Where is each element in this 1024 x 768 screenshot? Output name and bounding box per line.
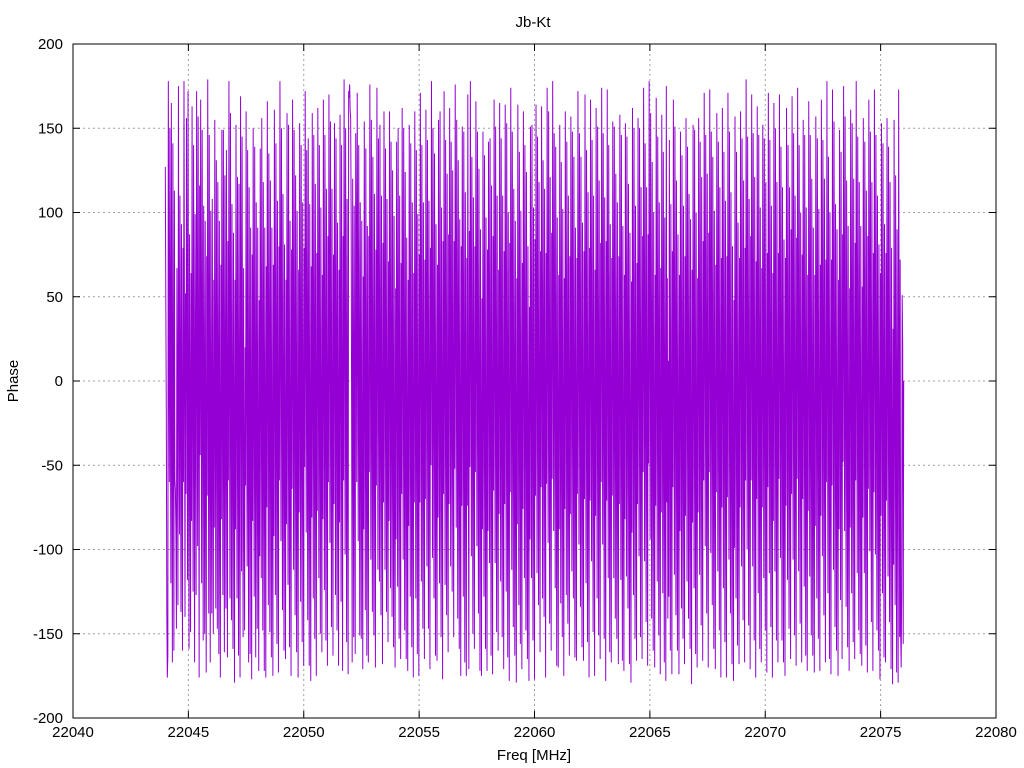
series-layer — [164, 79, 905, 685]
y-tick-label: 50 — [46, 289, 63, 306]
y-tick-label: -100 — [33, 542, 63, 559]
y-tick-label: 200 — [38, 36, 63, 53]
y-tick-labels: -200 -150 -100 -50 0 50 100 150 200 — [33, 36, 63, 727]
y-tick-label: 0 — [55, 373, 63, 390]
x-tick-label: 22045 — [168, 724, 210, 741]
x-tick-labels: 22040 22045 22050 22055 22060 22065 22070 22075… — [52, 724, 1017, 741]
y-tick-label: 150 — [38, 120, 63, 137]
phase-series-line — [164, 79, 905, 685]
x-tick-label: 22075 — [860, 724, 902, 741]
x-tick-label: 22040 — [52, 724, 94, 741]
x-tick-label: 22060 — [514, 724, 556, 741]
x-tick-label: 22080 — [975, 724, 1017, 741]
chart-title: Jb-Kt — [515, 14, 551, 31]
x-tick-label: 22065 — [629, 724, 671, 741]
y-tick-label: 100 — [38, 205, 63, 222]
y-tick-label: -150 — [33, 626, 63, 643]
y-axis-title: Phase — [5, 360, 22, 403]
y-tick-label: -200 — [33, 710, 63, 727]
tick-marks — [72, 43, 997, 719]
y-tick-label: -50 — [41, 457, 63, 474]
x-tick-label: 22070 — [744, 724, 786, 741]
x-axis-title: Freq [MHz] — [497, 747, 571, 764]
x-tick-label: 22050 — [283, 724, 325, 741]
x-tick-label: 22055 — [398, 724, 440, 741]
